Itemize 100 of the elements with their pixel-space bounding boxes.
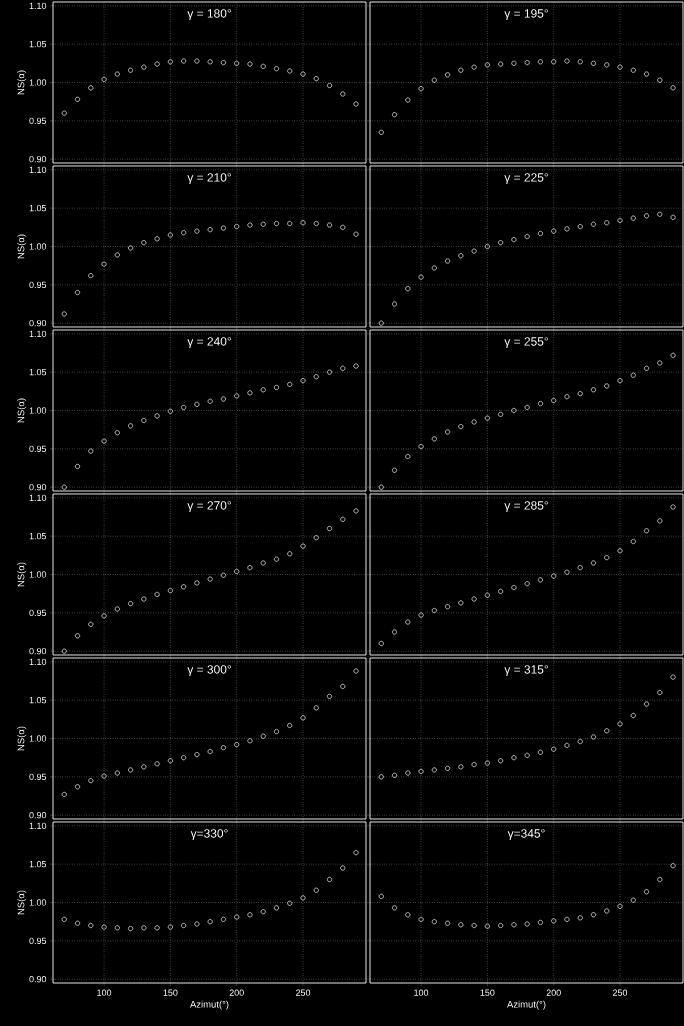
point xyxy=(88,85,94,91)
y-tick-label: 0.90 xyxy=(29,319,47,327)
point xyxy=(194,921,200,927)
point xyxy=(287,68,293,74)
point xyxy=(353,508,359,514)
point xyxy=(247,738,253,744)
y-tick-label: 1.05 xyxy=(29,696,47,704)
point xyxy=(524,404,530,410)
point xyxy=(234,742,240,748)
y-tick-label: 1.10 xyxy=(29,2,47,9)
point xyxy=(167,59,173,65)
point xyxy=(458,764,464,770)
point xyxy=(524,752,530,758)
point xyxy=(167,408,173,414)
point xyxy=(260,63,266,69)
point xyxy=(88,778,94,784)
point xyxy=(617,217,623,223)
point xyxy=(551,59,557,65)
y-tick-label: 0.90 xyxy=(29,811,47,819)
point xyxy=(445,920,451,926)
point xyxy=(484,415,490,421)
y-tick-label: 1.10 xyxy=(29,166,47,173)
text: γ = 195° xyxy=(504,9,548,21)
point xyxy=(88,621,94,627)
point xyxy=(617,378,623,384)
point xyxy=(114,430,120,436)
point xyxy=(590,387,597,393)
point xyxy=(670,352,676,358)
point xyxy=(194,580,200,586)
point xyxy=(590,734,597,740)
point xyxy=(273,220,280,227)
point xyxy=(564,226,570,232)
point xyxy=(287,220,293,227)
point xyxy=(61,916,67,922)
x-tick-label: 200 xyxy=(546,989,561,996)
point xyxy=(405,619,411,625)
point xyxy=(340,91,346,97)
point xyxy=(564,569,570,575)
point xyxy=(74,784,81,790)
point xyxy=(418,768,424,775)
point xyxy=(418,86,424,92)
y-tick-label: 1.00 xyxy=(29,407,47,414)
point xyxy=(287,381,293,387)
point xyxy=(167,758,173,764)
point xyxy=(511,60,517,66)
point xyxy=(260,909,266,915)
point xyxy=(74,463,81,469)
point xyxy=(260,221,266,227)
y-tick-label: 1.05 xyxy=(29,204,47,212)
point xyxy=(564,916,570,922)
point xyxy=(471,64,477,70)
point xyxy=(273,556,280,562)
point xyxy=(154,413,160,419)
point xyxy=(537,577,543,583)
point xyxy=(88,448,94,454)
point xyxy=(670,85,676,91)
text: γ = 270° xyxy=(187,501,231,513)
y-tick-label: 0.95 xyxy=(29,609,47,617)
point xyxy=(392,905,398,911)
point xyxy=(313,705,319,711)
text: γ = 180° xyxy=(187,9,231,21)
point xyxy=(537,749,543,755)
point xyxy=(471,248,477,254)
text: γ = 210° xyxy=(187,173,231,185)
point xyxy=(340,365,346,371)
point xyxy=(657,360,663,366)
point xyxy=(431,767,437,773)
point xyxy=(273,905,280,911)
point xyxy=(313,76,319,82)
point xyxy=(551,918,557,924)
point xyxy=(405,770,411,776)
point xyxy=(498,240,504,246)
point xyxy=(617,548,623,554)
point xyxy=(392,629,398,635)
y-tick-label: 0.90 xyxy=(29,975,47,983)
point xyxy=(181,755,187,761)
point xyxy=(604,728,610,734)
point xyxy=(141,417,147,423)
point xyxy=(61,110,67,116)
point xyxy=(458,424,464,430)
point xyxy=(340,683,346,689)
point xyxy=(128,926,134,932)
point xyxy=(220,745,226,751)
point xyxy=(61,311,67,317)
x-tick-label: 250 xyxy=(612,989,628,996)
point xyxy=(378,640,384,647)
point xyxy=(431,436,437,442)
point xyxy=(657,211,663,217)
point xyxy=(577,59,583,65)
point xyxy=(128,601,134,607)
text: γ = 315° xyxy=(504,665,548,677)
point xyxy=(154,61,160,67)
y-tick-label: 1.10 xyxy=(29,822,47,830)
point xyxy=(670,504,676,510)
point xyxy=(141,240,147,246)
point xyxy=(604,220,610,226)
point xyxy=(511,922,517,928)
point xyxy=(74,920,81,926)
point xyxy=(498,61,504,67)
point xyxy=(326,83,333,89)
